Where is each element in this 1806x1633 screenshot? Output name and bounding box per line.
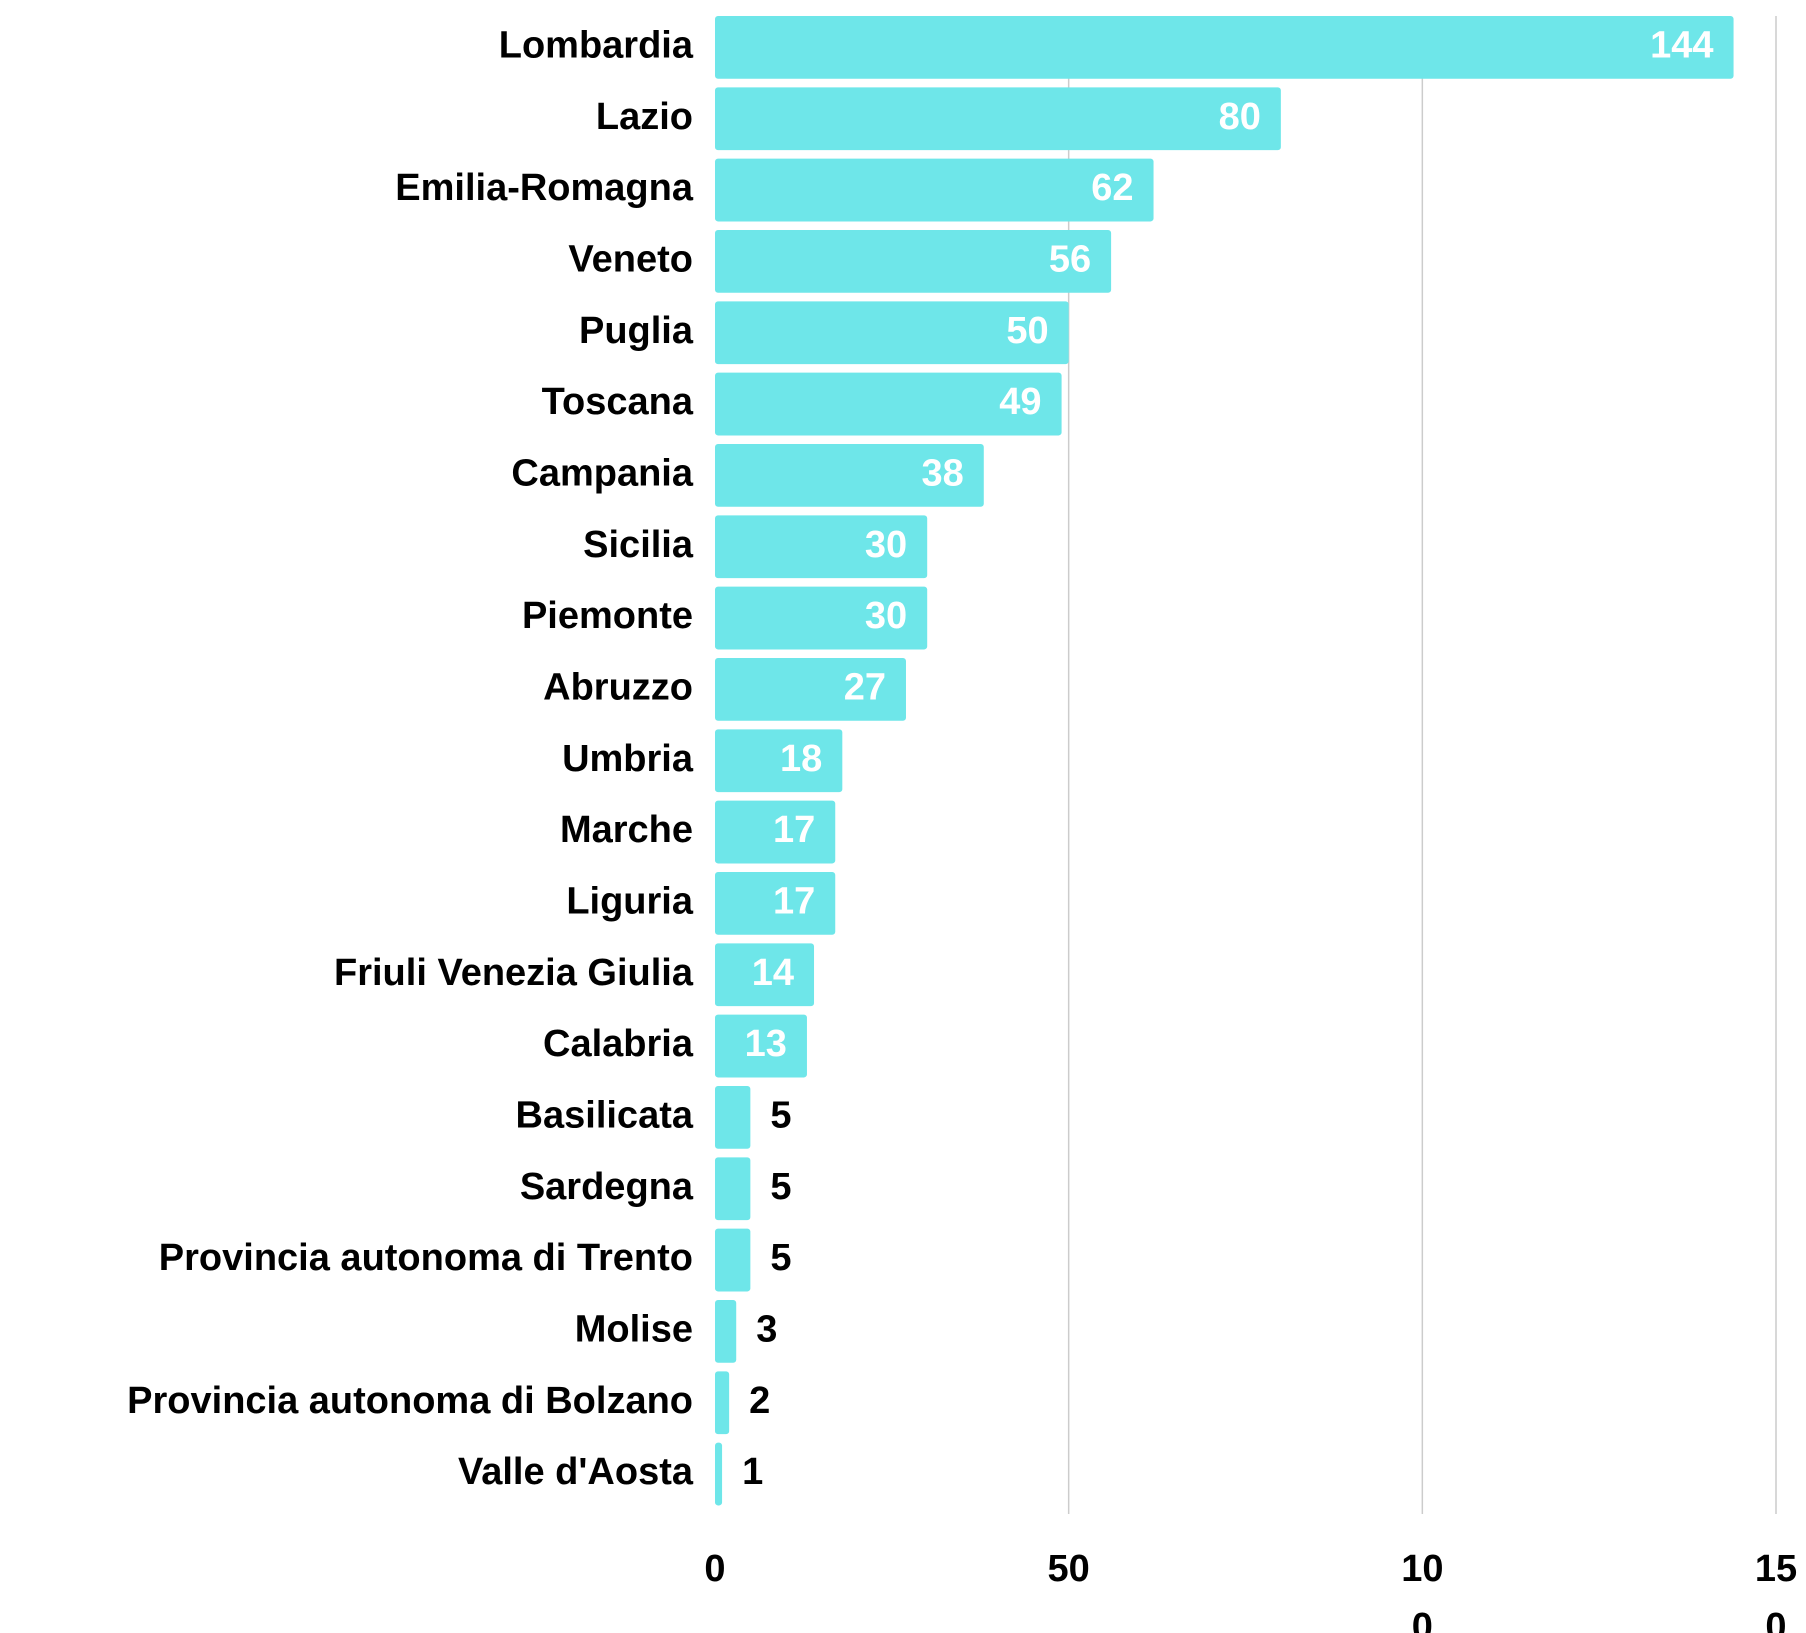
bar <box>715 1157 751 1221</box>
x-tick-label: 150 <box>1754 1548 1798 1633</box>
y-tick-label: Emilia-Romagna <box>395 167 694 209</box>
y-tick-label: Basilicata <box>516 1094 694 1136</box>
value-label: 14 <box>752 952 794 994</box>
value-label: 1 <box>742 1451 763 1493</box>
bar <box>715 1300 737 1363</box>
bar <box>715 372 1062 436</box>
value-label: 80 <box>1219 96 1261 138</box>
bar <box>715 444 984 507</box>
bar <box>715 1442 723 1506</box>
value-label: 30 <box>865 524 907 566</box>
value-label: 56 <box>1049 238 1091 280</box>
value-label: 5 <box>770 1166 791 1208</box>
y-tick-label: Provincia autonoma di Trento <box>159 1237 693 1279</box>
y-tick-label: Puglia <box>579 310 694 352</box>
y-tick-label: Liguria <box>566 880 694 922</box>
value-label: 62 <box>1091 167 1133 209</box>
y-tick-label: Sicilia <box>583 524 694 566</box>
y-tick-label: Abruzzo <box>543 666 693 708</box>
y-tick-label: Molise <box>575 1308 693 1350</box>
x-tick-label: 0 <box>704 1548 726 1590</box>
y-tick-label: Friuli Venezia Giulia <box>334 952 694 994</box>
y-tick-label: Sardegna <box>520 1166 694 1208</box>
bar <box>715 800 836 864</box>
value-label: 2 <box>749 1380 770 1422</box>
bar <box>715 515 928 579</box>
y-tick-label: Campania <box>511 452 693 494</box>
value-label: 17 <box>773 880 815 922</box>
bar <box>715 16 1734 79</box>
value-label: 18 <box>780 738 822 780</box>
value-label: 38 <box>922 452 964 494</box>
bar <box>715 230 1112 293</box>
value-label: 17 <box>773 809 815 851</box>
value-label: 50 <box>1006 310 1048 352</box>
value-label: 144 <box>1650 24 1713 66</box>
y-tick-label: Lazio <box>596 96 693 138</box>
value-label: 3 <box>756 1308 777 1350</box>
y-tick-label: Piemonte <box>522 595 693 637</box>
x-tick-label: 100 <box>1401 1548 1444 1633</box>
y-tick-label: Valle d'Aosta <box>458 1451 694 1493</box>
y-tick-label: Toscana <box>542 381 694 423</box>
bar <box>715 1086 751 1149</box>
y-tick-label: Calabria <box>543 1023 694 1065</box>
value-label: 5 <box>770 1094 791 1136</box>
y-tick-label: Marche <box>560 809 693 851</box>
bar <box>715 729 843 793</box>
bar <box>715 872 836 935</box>
x-tick-label: 50 <box>1047 1548 1090 1590</box>
bar <box>715 586 928 650</box>
bar <box>715 158 1154 222</box>
y-tick-label: Umbria <box>562 738 694 780</box>
y-tick-label: Provincia autonoma di Bolzano <box>127 1380 693 1422</box>
value-label: 13 <box>745 1023 787 1065</box>
bar <box>715 87 1281 151</box>
bar <box>715 1014 807 1078</box>
bar <box>715 301 1069 365</box>
value-label: 5 <box>770 1237 791 1279</box>
value-label: 30 <box>865 595 907 637</box>
y-tick-label: Lombardia <box>499 24 694 66</box>
bar <box>715 1371 730 1435</box>
bar <box>715 1228 751 1292</box>
bar <box>715 943 815 1007</box>
bar <box>715 658 906 721</box>
value-label: 49 <box>999 381 1041 423</box>
y-tick-label: Veneto <box>568 238 693 280</box>
value-label: 27 <box>844 666 886 708</box>
